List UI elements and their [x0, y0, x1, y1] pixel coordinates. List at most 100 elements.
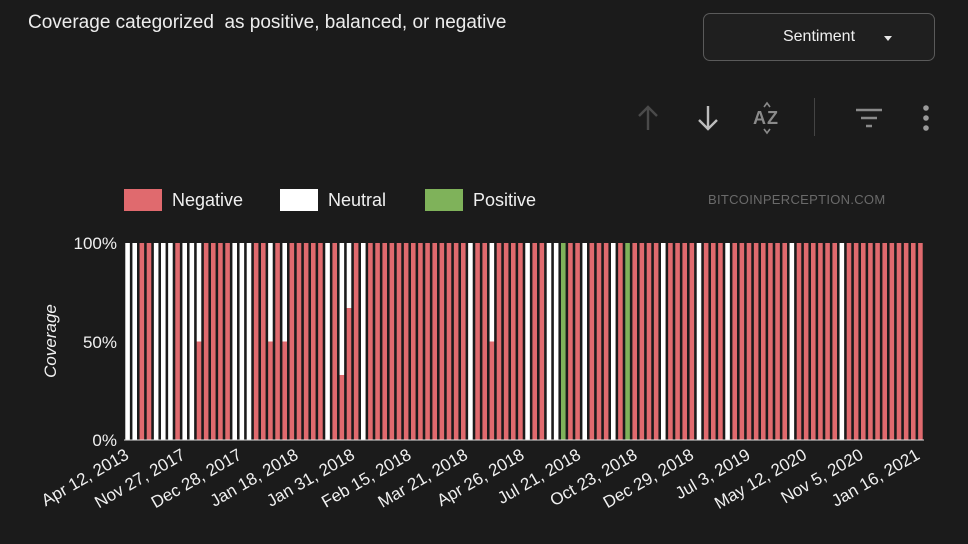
bar-negative	[753, 243, 759, 440]
bar-negative	[318, 243, 323, 440]
bar-negative	[346, 308, 352, 440]
legend-positive[interactable]: Positive	[425, 188, 536, 212]
bar-negative	[668, 243, 673, 440]
bar-negative	[203, 243, 209, 440]
bar-negative	[196, 341, 202, 440]
legend-label-positive: Positive	[473, 189, 537, 210]
bar-neutral	[696, 243, 702, 440]
filter-button[interactable]	[852, 100, 886, 136]
y-axis-label: Coverage	[41, 304, 60, 378]
bar-negative	[475, 243, 480, 440]
bar-negative	[539, 243, 545, 440]
metric-dropdown[interactable]: Sentiment	[703, 13, 935, 61]
bar-neutral	[468, 243, 473, 440]
bar-negative	[818, 243, 823, 440]
sort-descending-button[interactable]	[692, 100, 724, 136]
bar-neutral	[789, 243, 795, 440]
bar-negative	[868, 243, 873, 440]
bar-neutral	[246, 243, 252, 440]
bar-negative	[853, 243, 859, 440]
bar-neutral	[125, 243, 130, 440]
bar-negative	[918, 243, 923, 440]
bar-negative	[311, 243, 316, 440]
bar-negative	[568, 243, 573, 440]
bar-negative	[211, 243, 216, 440]
bar-negative	[282, 341, 287, 440]
caret-down-icon	[884, 36, 892, 41]
bar-negative	[761, 243, 766, 440]
bar-negative	[882, 243, 887, 440]
bar-neutral	[161, 243, 166, 440]
chart-title: Coverage categorized as positive, balanc…	[28, 12, 507, 33]
sort-az-button[interactable]: A Z	[748, 100, 788, 136]
bar-neutral	[196, 243, 202, 342]
bar-negative	[382, 243, 387, 440]
bar-neutral	[325, 243, 330, 440]
bar-neutral	[346, 243, 352, 309]
bar-negative	[461, 243, 466, 440]
bar-neutral	[553, 243, 559, 440]
bar-neutral	[282, 243, 287, 342]
legend-neutral[interactable]: Neutral	[280, 188, 386, 212]
bar-neutral	[132, 243, 137, 440]
bar-negative	[903, 243, 909, 440]
bar-positive	[625, 243, 630, 440]
bar-neutral	[268, 243, 273, 342]
more-vert-icon	[923, 105, 929, 131]
bar-negative	[489, 341, 495, 440]
bar-negative	[332, 243, 337, 440]
arrow-up-icon	[638, 105, 658, 130]
bar-negative	[289, 243, 295, 440]
bar-neutral	[661, 243, 666, 440]
bar-negative	[732, 243, 737, 440]
bar-negative	[896, 243, 902, 440]
legend-swatch-negative	[124, 189, 162, 211]
bar-neutral	[489, 243, 495, 342]
bar-negative	[825, 243, 830, 440]
bar-negative	[603, 243, 609, 440]
bar-negative	[703, 243, 709, 440]
legend-negative[interactable]: Negative	[124, 188, 243, 212]
bar-neutral	[153, 243, 159, 440]
bar-negative	[432, 243, 437, 440]
bar-negative	[482, 243, 487, 440]
bar-negative	[268, 341, 273, 440]
bar-negative	[832, 243, 837, 440]
bar-negative	[368, 243, 373, 440]
bar-neutral	[168, 243, 173, 440]
bar-negative	[496, 243, 502, 440]
y-tick-label: 100%	[74, 234, 117, 253]
bar-negative	[875, 243, 880, 440]
bar-negative	[596, 243, 602, 440]
bar-negative	[146, 243, 152, 440]
bar-neutral	[525, 243, 530, 440]
svg-text:A: A	[753, 108, 766, 128]
bar-neutral	[611, 243, 616, 440]
bar-negative	[589, 243, 595, 440]
bar-negative	[511, 243, 516, 440]
filter-icon	[856, 108, 882, 128]
sort-ascending-button[interactable]	[632, 100, 664, 136]
more-options-button[interactable]	[914, 100, 938, 136]
bar-neutral	[239, 243, 245, 440]
bar-negative	[689, 243, 695, 440]
legend-swatch-positive	[425, 189, 463, 211]
bar-negative	[453, 243, 459, 440]
bar-negative	[803, 243, 809, 440]
bar-neutral	[182, 243, 187, 440]
bar-negative	[225, 243, 230, 440]
bar-negative	[353, 243, 359, 440]
bar-negative	[782, 243, 787, 440]
bar-negative	[739, 243, 745, 440]
bar-negative	[653, 243, 659, 440]
bar-negative	[682, 243, 687, 440]
bar-negative	[618, 243, 623, 440]
bar-neutral	[725, 243, 730, 440]
bar-negative	[746, 243, 752, 440]
bar-negative	[175, 243, 180, 440]
bar-negative	[911, 243, 916, 440]
bar-negative	[768, 243, 773, 440]
bar-negative	[303, 243, 309, 440]
bars-group	[125, 243, 923, 440]
